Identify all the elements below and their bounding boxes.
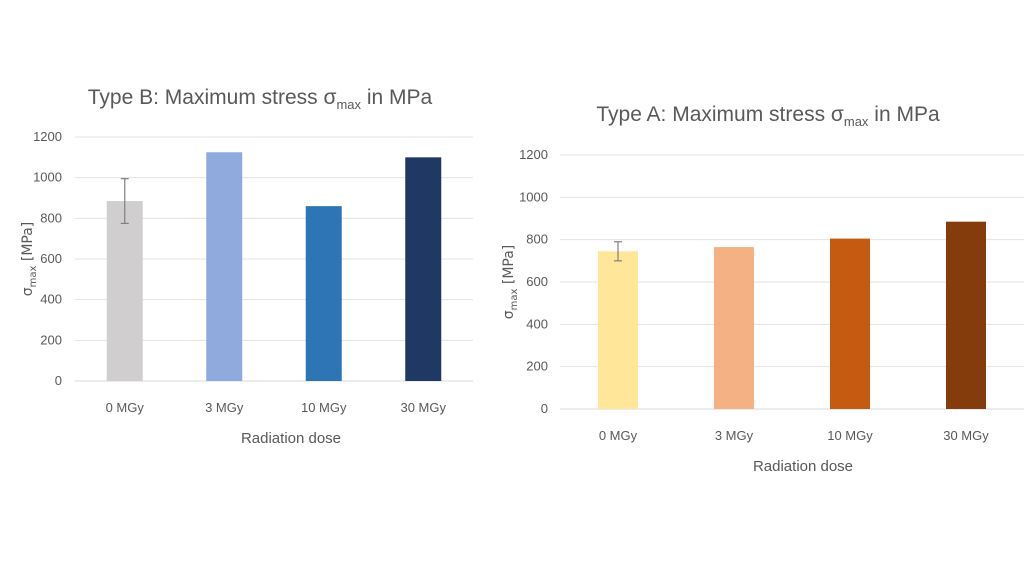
- y-tick-label: 1200: [33, 129, 62, 144]
- x-tick-label: 10 MGy: [827, 428, 873, 443]
- y-axis-label-group: σmax [MPa]: [20, 222, 39, 297]
- y-tick-label: 200: [526, 359, 548, 374]
- y-tick-label: 600: [526, 274, 548, 289]
- x-tick-label: 3 MGy: [715, 428, 754, 443]
- bar: [830, 238, 870, 409]
- chart-title: Type A: Maximum stress σmax in MPa: [596, 103, 940, 129]
- y-tick-label: 200: [40, 332, 62, 347]
- y-tick-label: 1200: [519, 147, 548, 162]
- bar: [946, 221, 986, 409]
- bar: [106, 201, 143, 381]
- y-tick-label: 0: [55, 373, 62, 388]
- x-tick-label: 30 MGy: [943, 428, 989, 443]
- y-tick-label: 800: [40, 210, 62, 225]
- x-tick-label: 30 MGy: [400, 400, 446, 415]
- bar: [405, 157, 442, 381]
- y-tick-label: 1000: [519, 189, 548, 204]
- bar: [305, 206, 342, 381]
- bar: [598, 251, 638, 409]
- y-tick-label: 400: [40, 292, 62, 307]
- y-tick-label: 1000: [33, 170, 62, 185]
- bar: [206, 152, 243, 381]
- y-axis-label: σmax [MPa]: [501, 245, 520, 320]
- x-tick-label: 10 MGy: [301, 400, 347, 415]
- x-tick-label: 3 MGy: [205, 400, 244, 415]
- y-tick-label: 600: [40, 251, 62, 266]
- y-tick-label: 0: [541, 401, 548, 416]
- x-tick-label: 0 MGy: [599, 428, 638, 443]
- y-tick-label: 400: [526, 316, 548, 331]
- x-axis-label: Radiation dose: [241, 430, 341, 447]
- bar: [714, 247, 754, 409]
- y-axis-label-group: σmax [MPa]: [501, 245, 520, 320]
- chart-title: Type B: Maximum stress σmax in MPa: [88, 86, 433, 112]
- x-tick-label: 0 MGy: [106, 400, 145, 415]
- y-axis-label: σmax [MPa]: [20, 222, 39, 297]
- y-tick-label: 800: [526, 232, 548, 247]
- x-axis-label: Radiation dose: [753, 458, 853, 475]
